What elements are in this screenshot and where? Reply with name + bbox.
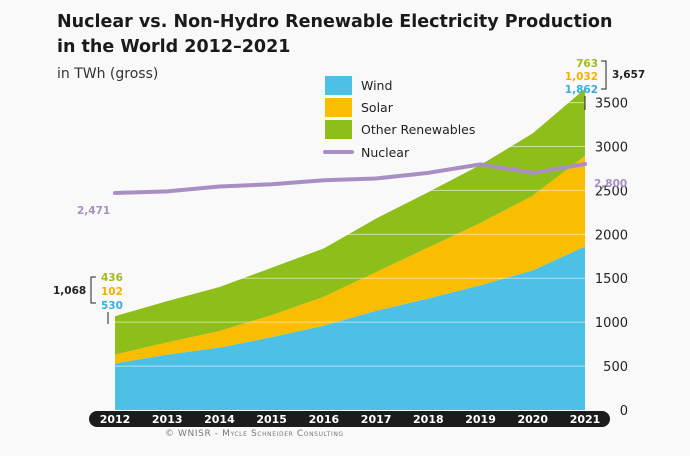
legend-label-other-renewables: Other Renewables — [361, 122, 475, 137]
chart-title-line-2: in the World 2012–2021 — [57, 37, 291, 57]
bracket-start — [90, 276, 96, 304]
y-tick-label: 0 — [620, 404, 628, 419]
chart-title-line-1: Nuclear vs. Non-Hydro Renewable Electric… — [57, 12, 613, 32]
legend: Wind Solar Other Renewables Nuclear — [323, 76, 475, 160]
annot-start-other: 436 — [101, 272, 123, 284]
annot-nuclear-end: 2,800 — [594, 178, 627, 190]
x-tick-label: 2020 — [517, 413, 548, 426]
x-tick-label: 2015 — [256, 413, 287, 426]
legend-label-nuclear: Nuclear — [361, 145, 410, 160]
x-tick-label: 2019 — [465, 413, 496, 426]
nuclear-line — [113, 162, 587, 195]
y-tick-label: 500 — [603, 360, 628, 375]
annot-start-total: 1,068 — [53, 285, 86, 297]
legend-swatch-wind — [325, 76, 352, 95]
x-tick-label: 2021 — [570, 413, 601, 426]
annot-start-wind: 530 — [101, 300, 123, 312]
legend-label-solar: Solar — [361, 100, 394, 115]
nuclear-series — [113, 162, 587, 195]
x-tick-label: 2016 — [309, 413, 340, 426]
y-tick-label: 1000 — [595, 316, 628, 331]
copyright-credit: © WNISR - Mycle Schneider Consulting — [165, 429, 344, 439]
chart-title: Nuclear vs. Non-Hydro Renewable Electric… — [57, 10, 612, 60]
y-tick-label: 1500 — [595, 272, 628, 287]
unit-label: in TWh (gross) — [57, 66, 159, 82]
annot-end-other: 763 — [576, 58, 598, 70]
annot-nuclear-start: 2,471 — [77, 205, 110, 217]
x-tick-label: 2014 — [204, 413, 235, 426]
area-other-renewables — [115, 88, 585, 355]
x-tick-label: 2018 — [413, 413, 444, 426]
y-tick-label: 2500 — [595, 184, 628, 199]
stacked-areas — [115, 88, 585, 410]
bracket-end — [601, 60, 607, 90]
annot-end-solar: 1,032 — [565, 71, 598, 83]
x-axis-bar — [89, 411, 610, 427]
y-tick-label: 2000 — [595, 228, 628, 243]
x-tick-label: 2013 — [152, 413, 183, 426]
x-tick-label: 2012 — [100, 413, 131, 426]
area-wind — [115, 246, 585, 410]
legend-swatch-solar — [325, 98, 352, 117]
legend-swatch-other-renewables — [325, 120, 352, 139]
annot-start-solar: 102 — [101, 286, 123, 298]
y-axis-ticks: 0 500 1000 1500 2000 2500 3000 3500 — [595, 97, 628, 419]
annot-end-total: 3,657 — [612, 69, 645, 81]
annot-end-wind: 1,862 — [565, 84, 598, 96]
area-solar — [115, 155, 585, 364]
y-tick-label: 3000 — [595, 140, 628, 155]
legend-label-wind: Wind — [361, 78, 392, 93]
y-tick-label: 3500 — [595, 97, 628, 112]
x-tick-label: 2017 — [361, 413, 392, 426]
x-axis: 2012 2013 2014 2015 2016 2017 2018 2019 2020 2021 — [89, 411, 610, 427]
